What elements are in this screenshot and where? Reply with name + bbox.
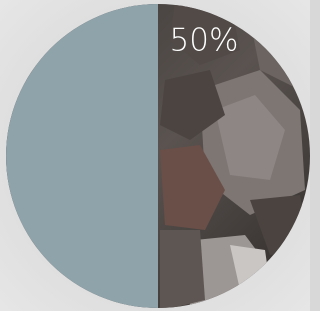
progress-widget: 50% xyxy=(0,0,310,311)
progress-label: 50% xyxy=(170,23,239,59)
page: 50% (() => { const data = JSON.parse(doc… xyxy=(0,0,310,311)
